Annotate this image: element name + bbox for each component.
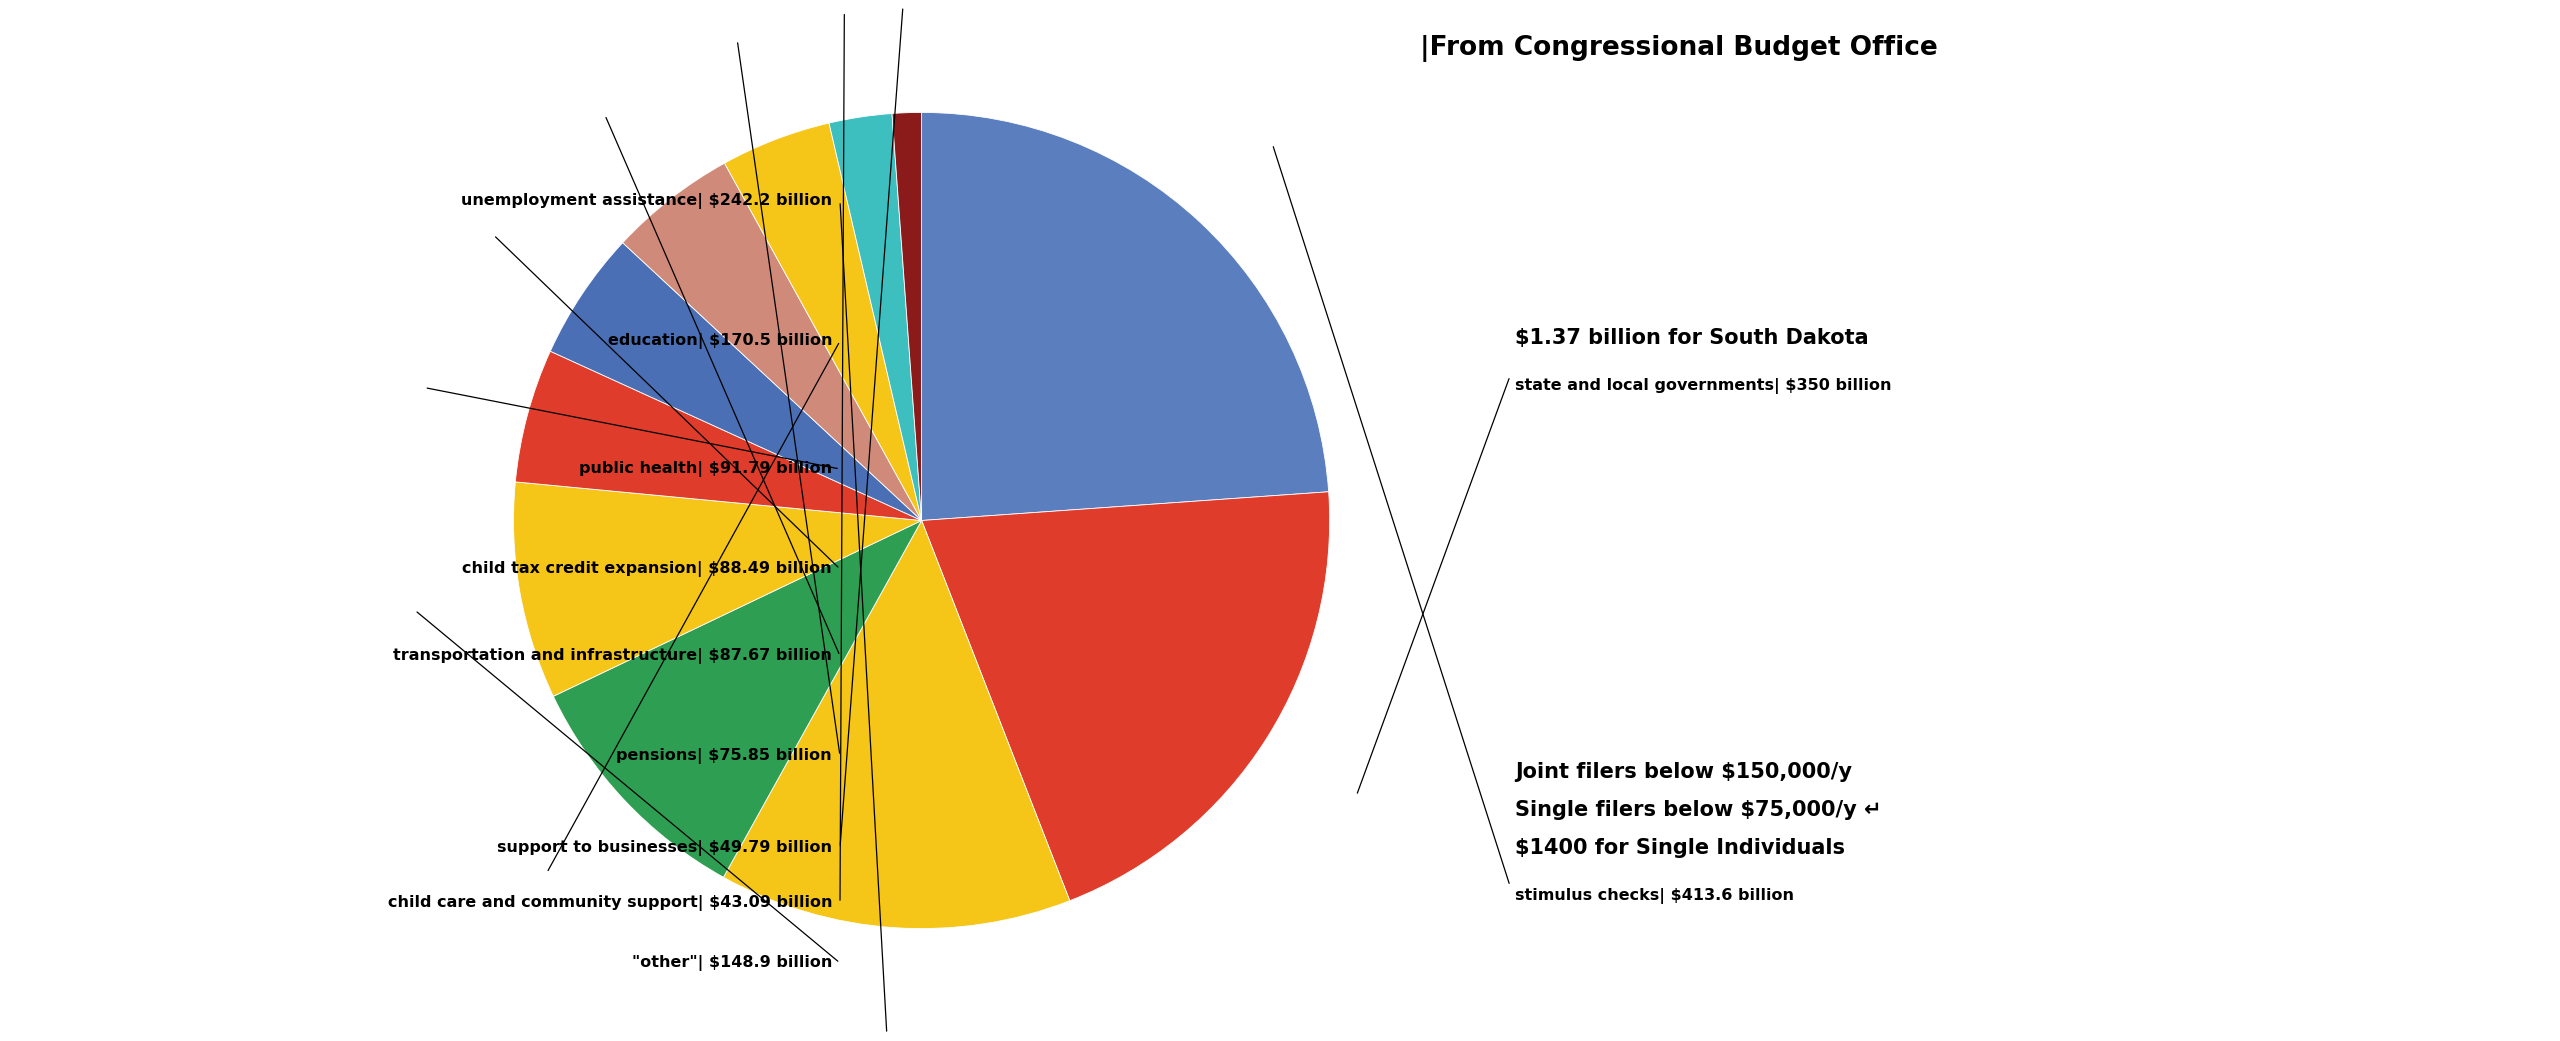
- Wedge shape: [553, 520, 922, 878]
- Wedge shape: [891, 112, 922, 520]
- Text: $1.37 billion for South Dakota: $1.37 billion for South Dakota: [1516, 328, 1869, 348]
- Wedge shape: [724, 123, 922, 520]
- Text: stimulus checks| $413.6 billion: stimulus checks| $413.6 billion: [1516, 888, 1795, 904]
- Text: support to businesses| $49.79 billion: support to businesses| $49.79 billion: [497, 840, 832, 856]
- Text: child tax credit expansion| $88.49 billion: child tax credit expansion| $88.49 billi…: [463, 561, 832, 577]
- Text: Joint filers below $150,000/y: Joint filers below $150,000/y: [1516, 762, 1851, 782]
- Wedge shape: [922, 112, 1329, 520]
- Text: "other"| $148.9 billion: "other"| $148.9 billion: [632, 955, 832, 971]
- Text: child care and community support| $43.09 billion: child care and community support| $43.09…: [387, 895, 832, 911]
- Text: Single filers below $75,000/y ↵: Single filers below $75,000/y ↵: [1516, 799, 1882, 820]
- Text: state and local governments| $350 billion: state and local governments| $350 billio…: [1516, 378, 1892, 393]
- Wedge shape: [515, 351, 922, 520]
- Text: $1400 for Single Individuals: $1400 for Single Individuals: [1516, 838, 1846, 858]
- Wedge shape: [515, 482, 922, 696]
- Wedge shape: [922, 491, 1329, 900]
- Text: transportation and infrastructure| $87.67 billion: transportation and infrastructure| $87.6…: [394, 648, 832, 664]
- Text: unemployment assistance| $242.2 billion: unemployment assistance| $242.2 billion: [461, 193, 832, 209]
- Text: public health| $91.79 billion: public health| $91.79 billion: [579, 461, 832, 477]
- Text: |From Congressional Budget Office: |From Congressional Budget Office: [1421, 35, 1938, 62]
- Wedge shape: [550, 243, 922, 520]
- Wedge shape: [622, 163, 922, 520]
- Text: education| $170.5 billion: education| $170.5 billion: [607, 333, 832, 349]
- Wedge shape: [829, 113, 922, 520]
- Wedge shape: [724, 520, 1070, 929]
- Text: pensions| $75.85 billion: pensions| $75.85 billion: [617, 748, 832, 764]
